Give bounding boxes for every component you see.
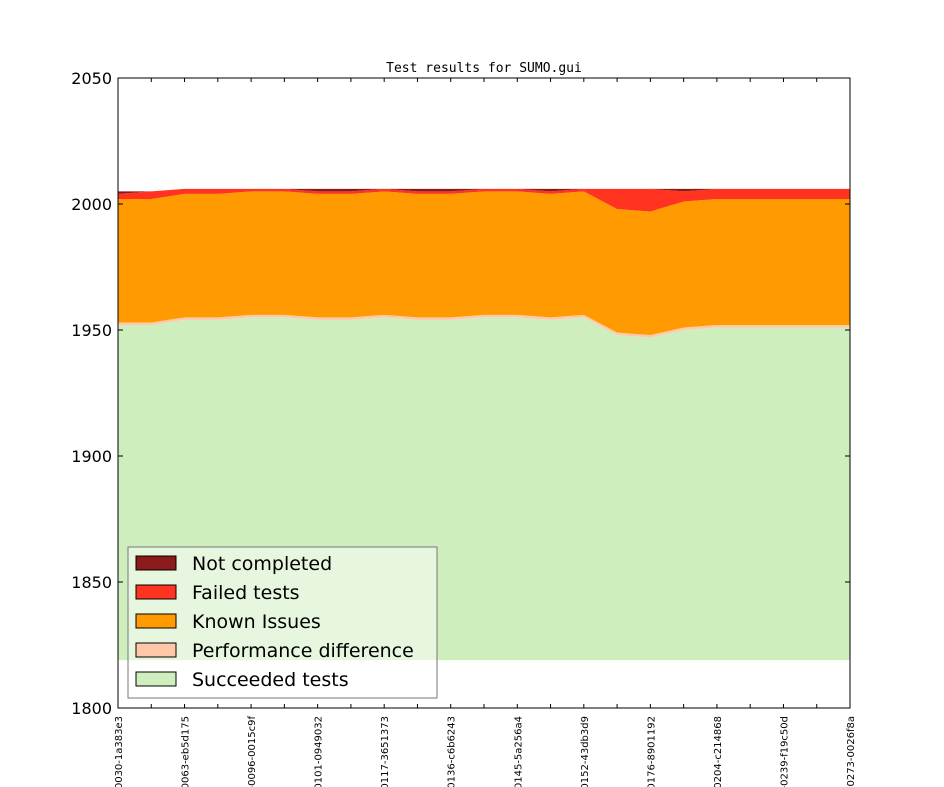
y-tick-label: 2050 [71, 69, 112, 88]
x-tick-label: 0145-5a256a4 [513, 716, 524, 787]
legend-label-known-issues: Known Issues [192, 611, 321, 633]
legend-swatch-not-completed [135, 555, 177, 571]
x-tick-label: 0117-3651373 [380, 716, 391, 787]
area-failed-tests [118, 188, 850, 212]
x-tick-label: -0273-0026f8a [846, 716, 857, 787]
legend-swatch-failed-tests [135, 584, 177, 600]
legend-swatch-known-issues [135, 613, 177, 629]
x-tick-label: 0063-eb5d175 [181, 716, 192, 787]
legend-swatch-performance-difference [135, 642, 177, 658]
legend-label-succeeded-tests: Succeeded tests [192, 669, 349, 691]
legend-label-performance-difference: Performance difference [192, 640, 414, 662]
y-tick-label: 2000 [71, 195, 112, 214]
legend-box [127, 546, 438, 699]
x-tick-label: -0096-0015c9f [247, 716, 258, 787]
y-tick-label: 1800 [71, 699, 112, 718]
ticks-layer: 1800 1850 1900 1950 2000 2050 0030-1a383e3 0063… [71, 69, 857, 787]
x-tick-label: -0239-f19c50d [779, 716, 790, 787]
x-tick-label: 0030-1a383e3 [114, 716, 125, 787]
area-performance-difference [118, 314, 850, 338]
legend: Not completed Failed tests Known Issues Per… [127, 546, 438, 699]
x-tick-label: 0136-c6b6243 [447, 716, 458, 787]
y-tick-label: 1900 [71, 447, 112, 466]
chart-title: Test results for SUMO.gui [386, 61, 582, 76]
legend-label-failed-tests: Failed tests [192, 582, 300, 604]
legend-swatch-succeeded-tests [135, 671, 177, 687]
x-tick-label: 0176-8901192 [646, 716, 657, 787]
legend-label-not-completed: Not completed [192, 553, 332, 575]
y-tick-label: 1850 [71, 573, 112, 592]
x-tick-label: 0152-43db3d9 [580, 716, 591, 787]
x-tick-label: 0101-0949032 [314, 716, 325, 787]
area-known-issues [118, 191, 850, 336]
x-tick-label: 0204-c214868 [713, 716, 724, 787]
y-tick-label: 1950 [71, 321, 112, 340]
area-not-completed [118, 188, 850, 194]
